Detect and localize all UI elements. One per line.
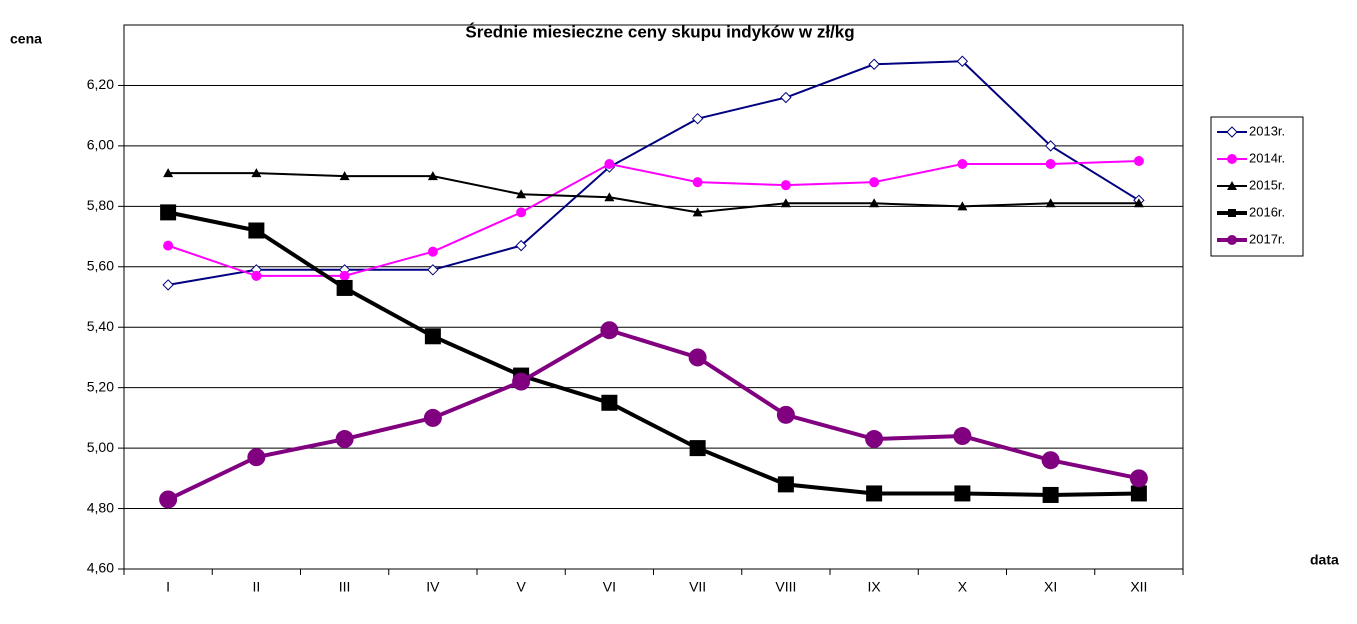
x-tick-label: III — [339, 579, 351, 595]
marker — [336, 279, 353, 296]
chart-title: Średnie miesieczne ceny skupu indyków w … — [465, 22, 854, 41]
marker — [692, 177, 703, 188]
marker — [512, 372, 531, 391]
marker — [1045, 198, 1056, 208]
marker — [604, 192, 615, 202]
marker — [163, 240, 174, 251]
y-tick-label: 5,60 — [87, 257, 114, 273]
marker — [251, 270, 262, 281]
x-tick-label: IX — [868, 579, 882, 595]
marker — [869, 177, 880, 188]
marker — [247, 448, 266, 467]
y-tick-label: 6,20 — [87, 76, 114, 92]
marker — [515, 239, 527, 252]
x-tick-label: XI — [1044, 579, 1057, 595]
x-tick-label: VIII — [775, 579, 796, 595]
marker — [251, 168, 262, 178]
marker — [600, 321, 619, 340]
series-line — [167, 210, 1139, 497]
marker — [423, 408, 442, 427]
marker — [689, 440, 706, 457]
marker — [688, 348, 707, 367]
y-tick-label: 5,20 — [87, 378, 114, 394]
marker — [427, 171, 438, 181]
x-tick-label: V — [516, 579, 526, 595]
marker — [953, 427, 972, 446]
marker — [780, 180, 791, 191]
y-axis-label: cena — [10, 31, 42, 47]
marker — [248, 222, 265, 239]
marker — [339, 171, 350, 181]
x-tick-label: XII — [1130, 579, 1147, 595]
marker — [1041, 451, 1060, 470]
marker — [957, 159, 968, 170]
y-tick-label: 5,40 — [87, 318, 114, 334]
series-line — [167, 60, 1140, 286]
marker — [692, 207, 703, 217]
marker — [1228, 209, 1236, 217]
marker — [869, 198, 880, 208]
marker — [956, 55, 969, 67]
marker — [1227, 181, 1237, 190]
marker — [957, 201, 968, 211]
marker — [424, 328, 441, 345]
marker — [159, 490, 178, 509]
legend-label: 2015r. — [1249, 177, 1285, 192]
marker — [1227, 235, 1237, 245]
marker — [516, 189, 527, 199]
y-tick-label: 5,00 — [87, 439, 114, 455]
legend-label: 2017r. — [1249, 231, 1285, 246]
marker — [776, 405, 795, 424]
marker — [601, 394, 618, 411]
marker — [780, 198, 791, 208]
x-tick-label: VII — [689, 579, 706, 595]
marker — [1133, 198, 1144, 208]
marker — [162, 279, 174, 291]
series-line — [167, 328, 1140, 502]
y-tick-label: 5,80 — [87, 197, 114, 213]
x-tick-label: II — [252, 579, 260, 595]
y-tick-label: 4,60 — [87, 560, 114, 576]
marker — [868, 58, 880, 70]
marker — [163, 168, 174, 178]
legend-label: 2014r. — [1249, 150, 1285, 165]
marker — [1130, 485, 1147, 502]
marker — [865, 430, 884, 449]
marker — [777, 476, 794, 493]
marker — [1045, 159, 1056, 170]
legend-label: 2013r. — [1249, 123, 1285, 138]
marker — [1044, 140, 1057, 152]
marker — [1042, 486, 1059, 503]
x-tick-label: X — [958, 579, 968, 595]
marker — [160, 204, 177, 221]
x-tick-label: IV — [426, 579, 440, 595]
x-tick-label: I — [166, 579, 170, 595]
marker — [1226, 126, 1238, 138]
marker — [339, 270, 350, 281]
series-line — [167, 160, 1139, 277]
marker — [427, 246, 438, 257]
marker — [1129, 469, 1148, 488]
marker — [427, 264, 439, 276]
plot-frame — [123, 24, 1184, 570]
y-tick-label: 4,80 — [87, 499, 114, 515]
marker — [780, 91, 792, 104]
series-line — [168, 172, 1139, 214]
y-tick-label: 6,00 — [87, 137, 114, 153]
marker — [604, 159, 615, 170]
marker — [335, 430, 354, 449]
marker — [954, 485, 971, 502]
marker — [691, 112, 704, 125]
legend-label: 2016r. — [1249, 204, 1285, 219]
x-axis-label: data — [1310, 552, 1339, 568]
marker — [866, 485, 883, 502]
x-tick-label: VI — [603, 579, 616, 595]
marker — [1133, 156, 1144, 166]
marker — [1227, 154, 1237, 164]
marker — [516, 207, 527, 218]
